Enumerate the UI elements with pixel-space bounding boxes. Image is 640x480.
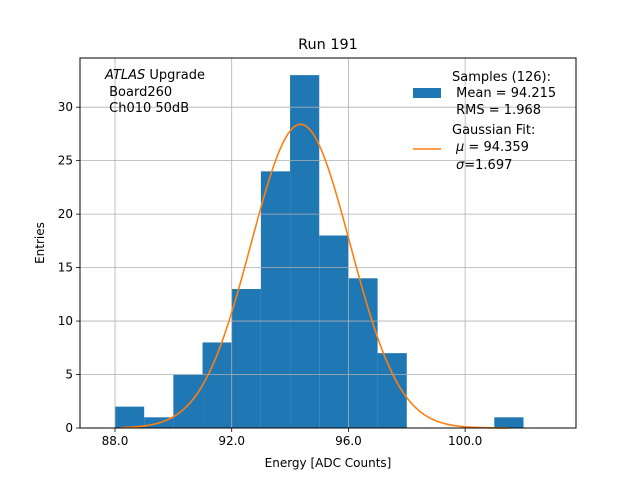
legend-fit-sigma: σ=1.697 (456, 158, 512, 173)
legend-mu-symbol: μ (455, 140, 464, 155)
x-tick-label: 92.0 (218, 434, 245, 448)
axes-frame (79, 57, 577, 429)
annotation-line-1: ATLAS Upgrade (104, 68, 205, 83)
y-axis-label: Entries (33, 222, 47, 264)
y-tick-label: 30 (58, 100, 73, 114)
y-tick-label: 20 (58, 207, 73, 221)
x-tick-label: 88.0 (102, 434, 129, 448)
annotation-atlas: ATLAS (104, 68, 145, 83)
legend-samples-swatch (413, 88, 441, 98)
histogram-bar (494, 417, 524, 428)
y-tick-label: 25 (58, 154, 73, 168)
histogram-bar (115, 406, 145, 428)
legend-sigma-value: =1.697 (464, 158, 512, 173)
legend-samples-line-2: Mean = 94.215 (452, 86, 556, 101)
histogram-bar (348, 278, 378, 428)
histogram-bar (173, 374, 203, 428)
axis-ticks: 88.0 92.0 96.0 100.0 0 5 10 15 20 25 30 (58, 100, 483, 448)
histogram-bar (290, 75, 320, 428)
y-tick-label: 15 (58, 261, 73, 275)
annotation-box: ATLAS Upgrade Board260 Ch010 50dB (104, 68, 205, 116)
annotation-upgrade: Upgrade (145, 68, 205, 83)
annotation-line-3: Ch010 50dB (105, 101, 189, 116)
histogram-bar (260, 171, 291, 428)
legend-fit-mu: μ = 94.359 (455, 140, 529, 155)
histogram-bars (115, 75, 524, 428)
legend-sigma-symbol: σ (456, 158, 465, 173)
x-axis-label: Energy [ADC Counts] (265, 456, 392, 470)
annotation-line-2: Board260 (105, 85, 172, 100)
legend-mu-value: = 94.359 (464, 140, 529, 155)
y-tick-label: 0 (65, 421, 73, 435)
fit-curve-layer (120, 123, 509, 429)
y-tick-label: 5 (65, 368, 73, 382)
legend-fit-line-1: Gaussian Fit: (452, 123, 535, 138)
gaussian-fit-curve (120, 123, 509, 429)
legend: Samples (126): Mean = 94.215 RMS = 1.968… (413, 70, 556, 173)
histogram-bar (319, 235, 349, 428)
y-tick-label: 10 (58, 314, 73, 328)
legend-samples-line-3: RMS = 1.968 (452, 103, 541, 118)
legend-samples-line-1: Samples (126): (452, 70, 551, 85)
histogram-bar (202, 342, 232, 428)
x-tick-label: 100.0 (448, 434, 482, 448)
x-tick-label: 96.0 (335, 434, 362, 448)
chart-title: Run 191 (298, 37, 358, 53)
histogram-bar (231, 288, 261, 428)
